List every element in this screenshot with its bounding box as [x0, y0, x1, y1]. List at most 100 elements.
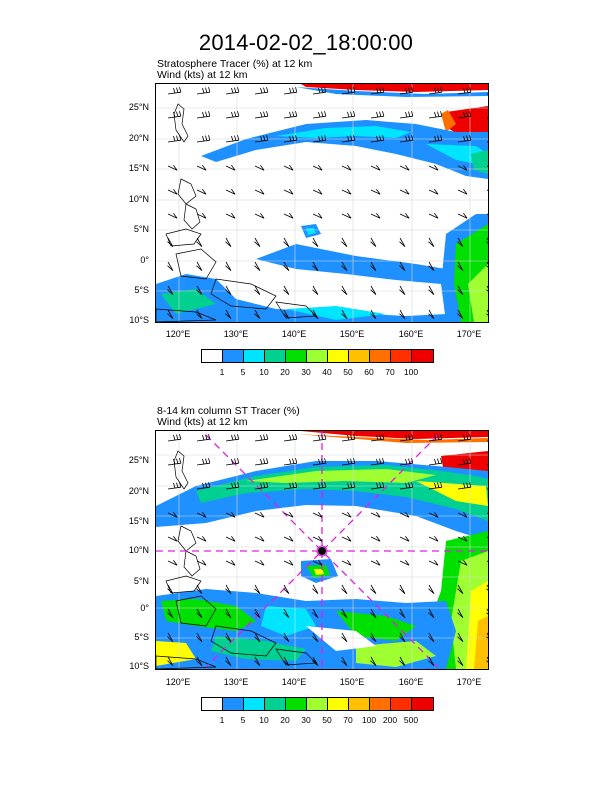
colorbar-swatch [307, 350, 328, 362]
wind-barbs [167, 87, 488, 319]
wind-barb [428, 237, 435, 247]
wind-barb [370, 656, 377, 666]
lon-label: 170°E [456, 677, 482, 687]
wind-barb [341, 111, 356, 119]
wind-barb [254, 584, 261, 594]
wind-barb [167, 111, 182, 119]
wind-barb [283, 511, 294, 518]
wind-barb [428, 261, 435, 271]
wind-barb [370, 135, 385, 143]
wind-barb [312, 212, 323, 219]
wind-barb [399, 535, 410, 542]
wind-barb [196, 608, 203, 618]
wind-barb [254, 188, 265, 195]
map-plot [155, 430, 489, 670]
wind-barb [428, 285, 435, 295]
wind-barb [457, 559, 468, 566]
wind-barb [486, 656, 488, 663]
wind-barb [399, 87, 414, 95]
wind-barb [167, 135, 182, 143]
wind-barb [486, 608, 488, 615]
colorbar-label: 5 [240, 715, 246, 725]
colorbar-swatch [412, 698, 433, 710]
wind-barb [399, 285, 406, 295]
wind-barb [196, 237, 203, 247]
wind-barb [428, 511, 439, 518]
wind-barb [283, 135, 298, 143]
lon-label: 130°E [223, 329, 249, 339]
wind-barb [399, 309, 406, 319]
wind-barb [370, 164, 381, 171]
colorbar-label: 50 [322, 715, 332, 725]
wind-barb [167, 188, 178, 195]
panel-title-line1: 8-14 km column ST Tracer (%) [157, 405, 300, 417]
wind-barb [428, 111, 443, 119]
wind-barb [457, 656, 464, 666]
wind-barb [225, 164, 236, 171]
lat-label: 15°N [128, 516, 149, 526]
wind-barb [254, 164, 265, 171]
wind-barb [167, 559, 178, 566]
wind-barb [254, 559, 265, 566]
wind-barb [370, 111, 385, 119]
lon-label: 170°E [456, 329, 482, 339]
wind-barb [428, 87, 443, 95]
wind-barb [457, 458, 472, 466]
grid-lines [156, 84, 488, 322]
wind-barb [312, 535, 323, 542]
wind-barb [486, 584, 488, 591]
colorbar-label: 30 [301, 715, 311, 725]
colorbar-swatch [307, 698, 328, 710]
wind-barb [312, 656, 319, 666]
wind-barb [486, 309, 488, 316]
wind-barb [254, 309, 261, 319]
wind-barb [341, 188, 352, 195]
wind-barb [225, 608, 232, 618]
wind-barb [167, 656, 174, 666]
wind-barb [167, 535, 178, 542]
colorbar-swatch [244, 350, 265, 362]
tracer-fill-layer [156, 84, 488, 322]
wind-barb [312, 434, 327, 442]
wind-barb [428, 309, 435, 319]
storm-crosshair [156, 431, 488, 669]
wind-barb [283, 656, 290, 666]
wind-barb [283, 87, 298, 95]
colorbar-label: 70 [385, 367, 395, 377]
wind-barb [312, 164, 323, 171]
wind-barb [312, 237, 319, 247]
wind-barb [225, 656, 232, 666]
wind-barb [370, 584, 377, 594]
wind-barb [428, 188, 439, 195]
wind-barb [370, 632, 377, 642]
wind-barb [196, 309, 203, 319]
wind-barb [341, 608, 348, 618]
wind-barb [428, 212, 439, 219]
wind-barb [341, 285, 348, 295]
wind-barb [167, 212, 178, 219]
wind-barb [370, 511, 381, 518]
wind-barb [312, 511, 323, 518]
wind-barb [167, 511, 178, 518]
wind-barb [167, 434, 182, 442]
wind-barb [283, 111, 298, 119]
land-outlines [156, 450, 317, 669]
wind-barb [312, 608, 319, 618]
lon-label: 120°E [165, 677, 191, 687]
wind-barb [370, 559, 381, 566]
wind-barb [225, 135, 240, 143]
colorbar-label: 100 [403, 367, 419, 377]
wind-barb [312, 261, 319, 271]
wind-barb [312, 632, 319, 642]
wind-barb [486, 189, 488, 191]
wind-barb [370, 212, 381, 219]
wind-barb [399, 584, 406, 594]
wind-barb [225, 237, 232, 247]
wind-barb [283, 584, 290, 594]
wind-barb [341, 135, 356, 143]
wind-barb [457, 608, 464, 618]
wind-barb [457, 111, 472, 119]
wind-barb [341, 482, 356, 490]
wind-barb [457, 285, 464, 295]
wind-barb [370, 309, 377, 319]
